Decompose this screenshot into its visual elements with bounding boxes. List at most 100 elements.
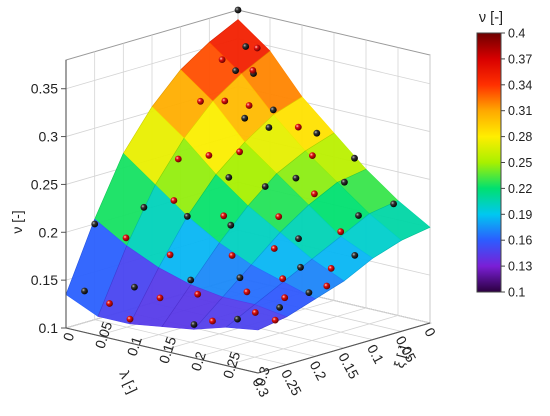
x-tick-label: 0 <box>421 325 439 340</box>
red-data-point <box>236 148 244 156</box>
red-data-point <box>245 102 253 109</box>
surface-mesh-line <box>161 132 335 327</box>
z-tick-label: 0.1 <box>39 320 59 336</box>
black-data-point <box>292 174 300 182</box>
surface-mesh-line <box>129 96 303 324</box>
red-data-point <box>166 251 174 259</box>
red-data-point <box>311 190 318 198</box>
colorbar-title: ν [-] <box>479 10 503 26</box>
black-data-point <box>276 304 283 311</box>
y-axis-label: ξ [-] <box>391 344 412 370</box>
black-data-point <box>341 178 348 186</box>
y-gridline <box>193 40 367 359</box>
y-tick-label: 0.1 <box>124 334 145 358</box>
red-data-point <box>197 97 204 105</box>
black-data-point <box>261 183 269 190</box>
surface-mesh-line <box>257 227 431 331</box>
black-data-point <box>234 6 242 14</box>
black-data-point <box>190 321 198 328</box>
y-tick-label: 0.3 <box>252 364 273 388</box>
red-data-point <box>218 56 226 63</box>
red-data-point <box>228 252 236 259</box>
black-data-point <box>234 315 241 323</box>
black-data-point <box>140 203 148 211</box>
colorbar-tick-label: 0.25 <box>508 156 532 170</box>
black-data-point <box>242 43 250 50</box>
black-data-point <box>131 283 138 291</box>
red-data-point <box>122 234 130 242</box>
z-tick-label: 0.2 <box>39 224 59 240</box>
surface-mesh-line <box>97 50 271 317</box>
colorbar-ramp <box>476 32 502 293</box>
y-axis-line <box>65 327 259 374</box>
y-tick-label: 0 <box>60 330 78 343</box>
z-tick-label: 0.3 <box>39 129 59 145</box>
red-data-point <box>209 317 216 325</box>
surface-mesh-line <box>65 19 239 295</box>
red-data-point <box>271 316 279 324</box>
red-data-point <box>327 265 335 272</box>
x-axis-line <box>257 322 431 374</box>
x-tick-label: 0.2 <box>307 358 330 383</box>
colorbar-tick-label: 0.19 <box>508 208 532 222</box>
red-data-point <box>253 44 261 52</box>
red-data-point <box>174 155 182 163</box>
black-data-point <box>236 274 244 282</box>
black-data-point <box>227 221 235 229</box>
red-data-point <box>221 97 229 105</box>
black-data-point <box>225 174 233 181</box>
black-data-point <box>265 124 273 131</box>
z-tick-label: 0.35 <box>31 81 58 97</box>
red-data-point <box>323 282 331 290</box>
y-gridline <box>225 47 399 366</box>
z-tick-label: 0.25 <box>31 176 58 192</box>
red-data-point <box>309 152 316 160</box>
black-data-point <box>313 129 321 137</box>
x-axis-label: λ [-] <box>116 368 140 396</box>
colorbar: ν [-] 0.4 0.37 0.34 0.31 0.28 0.25 0.22 0.19 0.1… <box>476 10 532 300</box>
red-data-point <box>251 309 259 316</box>
y-tick-label: 0.2 <box>188 349 209 373</box>
data-points <box>81 6 397 328</box>
black-data-point <box>232 67 240 74</box>
y-gridline <box>161 32 335 351</box>
black-data-point <box>295 235 302 243</box>
black-data-point <box>241 114 249 122</box>
colorbar-tick-label: 0.31 <box>508 104 532 118</box>
red-data-point <box>170 197 178 204</box>
red-data-point <box>249 67 257 74</box>
black-data-point <box>351 252 359 259</box>
red-data-point <box>275 213 283 221</box>
red-data-point <box>194 290 202 298</box>
red-data-point <box>106 300 113 307</box>
black-data-point <box>297 263 304 271</box>
x-tick-label: 0.1 <box>364 342 387 367</box>
colorbar-tick-label: 0.22 <box>508 182 532 196</box>
colorbar-ticks: 0.4 0.37 0.34 0.31 0.28 0.25 0.22 0.19 0.16 0.13 0… <box>501 27 532 300</box>
black-data-point <box>305 289 313 296</box>
colorbar-tick-label: 0.13 <box>508 260 532 274</box>
surface-mesh-line <box>225 200 399 328</box>
colorbar-tick-label: 0.4 <box>508 27 525 41</box>
black-data-point <box>91 220 99 228</box>
colorbar-tick-label: 0.34 <box>508 78 532 92</box>
colorbar-tick-label: 0.37 <box>508 52 532 66</box>
red-data-point <box>279 275 287 283</box>
z-tick-label: 0.15 <box>31 272 58 288</box>
black-data-point <box>390 200 397 208</box>
surface-mesh-line <box>193 168 367 330</box>
black-data-point <box>183 212 191 220</box>
black-data-point <box>187 276 195 284</box>
black-data-point <box>355 212 362 219</box>
red-data-point <box>126 315 134 323</box>
black-data-point <box>351 154 358 162</box>
x-tick-label: 0.15 <box>335 350 362 382</box>
colorbar-tick-label: 0.1 <box>508 286 525 300</box>
red-data-point <box>294 123 302 131</box>
red-data-point <box>156 294 164 302</box>
red-data-point <box>337 228 345 236</box>
x-tick-label: 0.25 <box>278 367 305 399</box>
colorbar-tick-label: 0.16 <box>508 234 532 248</box>
red-data-point <box>220 212 228 220</box>
